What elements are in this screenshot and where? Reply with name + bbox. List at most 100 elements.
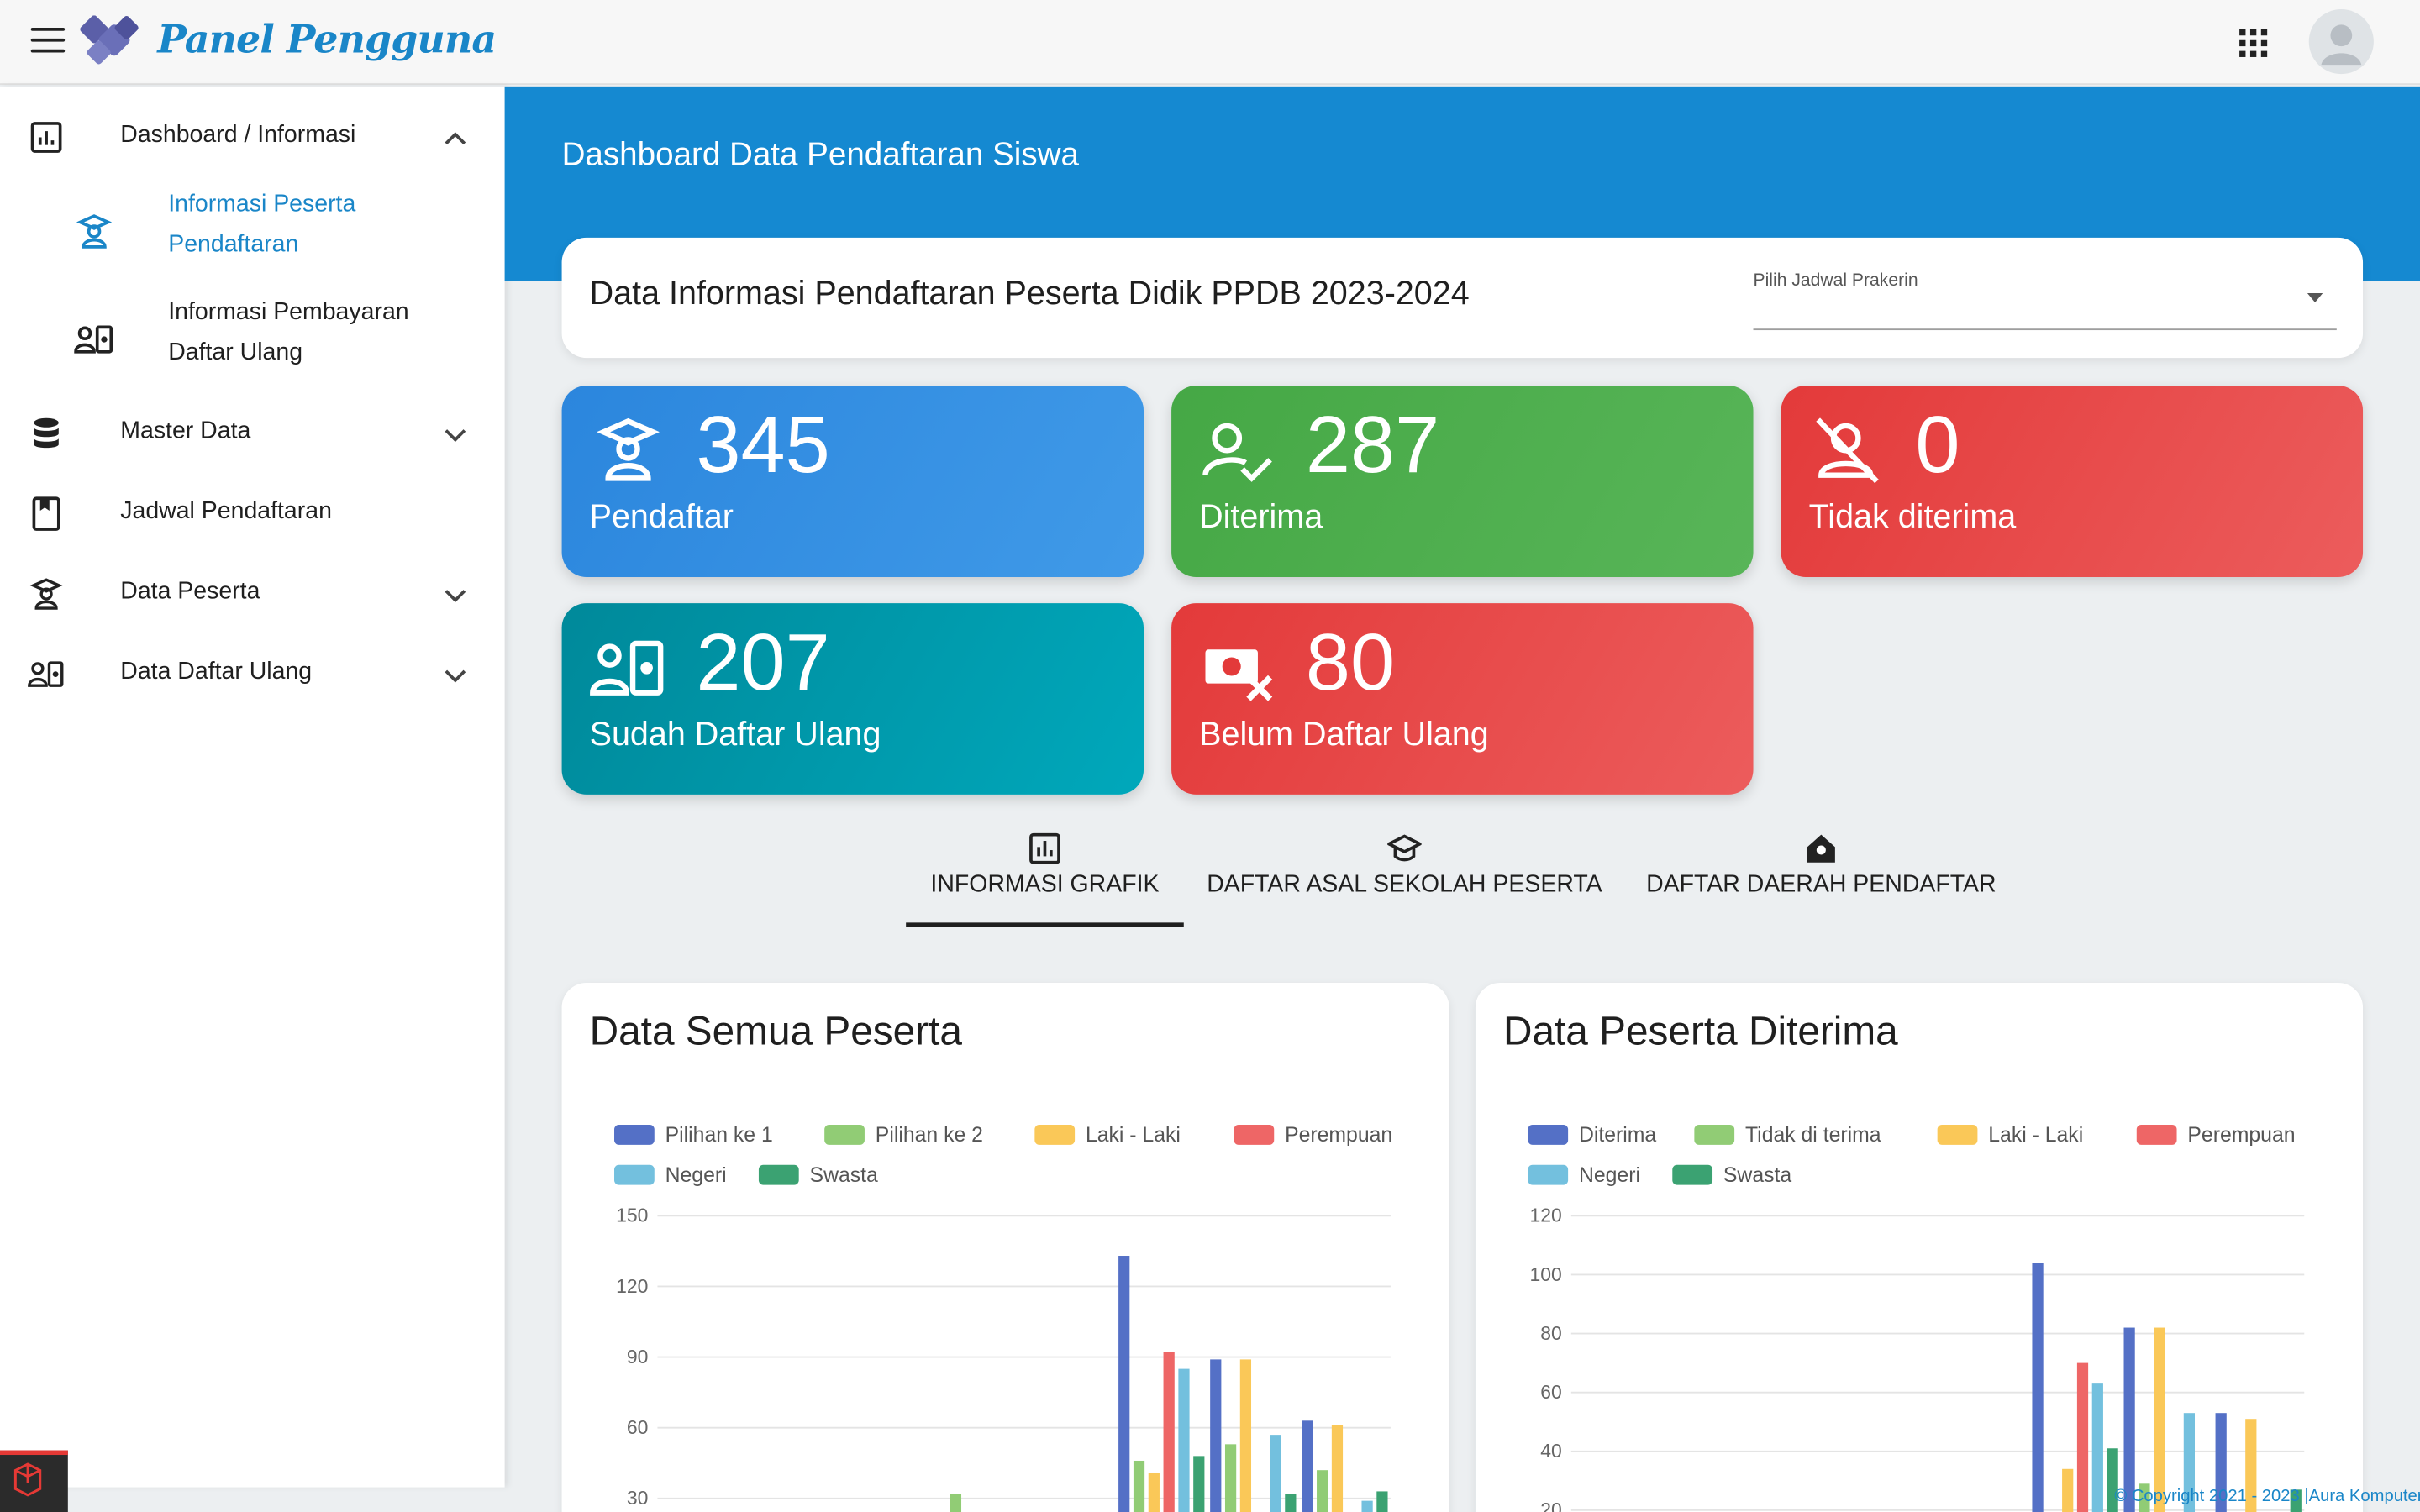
- tab-informasi-grafik[interactable]: INFORMASI GRAFIK: [906, 828, 1184, 927]
- app-logo-icon: [80, 15, 139, 65]
- legend-label[interactable]: Laki - Laki: [1086, 1124, 1181, 1147]
- tab-daftar-daerah[interactable]: DAFTAR DAERAH PENDAFTAR: [1642, 828, 2000, 927]
- chevron-down-icon: [445, 669, 466, 683]
- legend-label[interactable]: Diterima: [1579, 1124, 1656, 1147]
- bar[interactable]: [1224, 1444, 1237, 1512]
- info-title: Data Informasi Pendaftaran Peserta Didik…: [589, 274, 1470, 312]
- legend-swatch[interactable]: [1672, 1164, 1713, 1185]
- bar[interactable]: [2183, 1413, 2195, 1512]
- bar[interactable]: [1270, 1435, 1281, 1512]
- sidebar-item-jadwal[interactable]: Jadwal Pendaftaran: [0, 480, 505, 548]
- legend-label[interactable]: Swasta: [1723, 1164, 1791, 1187]
- bar[interactable]: [1193, 1456, 1205, 1512]
- sidebar-item-master-data[interactable]: Master Data: [0, 400, 505, 468]
- apps-grid-icon[interactable]: [2239, 29, 2268, 57]
- bar[interactable]: [2107, 1448, 2118, 1512]
- y-tick-label: 120: [616, 1275, 648, 1297]
- bar[interactable]: [2290, 1489, 2302, 1512]
- y-tick-label: 150: [616, 1205, 648, 1226]
- legend-label[interactable]: Negeri: [666, 1164, 727, 1187]
- schedule-select[interactable]: [1753, 328, 2337, 331]
- page-title: Dashboard Data Pendaftaran Siswa: [561, 137, 1079, 173]
- bar[interactable]: [1133, 1460, 1145, 1512]
- bar[interactable]: [1331, 1425, 1344, 1512]
- stat-card-pendaftar: 345 Pendaftar: [561, 386, 1144, 577]
- bar[interactable]: [2091, 1383, 2103, 1512]
- legend-label[interactable]: Tidak di terima: [1745, 1124, 1881, 1147]
- sidebar-item-data-daftar-ulang[interactable]: Data Daftar Ulang: [0, 640, 505, 708]
- graduate-icon: [76, 214, 113, 249]
- bar[interactable]: [1239, 1359, 1252, 1512]
- legend-swatch[interactable]: [1528, 1124, 1569, 1145]
- legend-swatch[interactable]: [1234, 1124, 1275, 1145]
- payment-user-icon: [74, 325, 113, 354]
- legend-label[interactable]: Perempuan: [2187, 1124, 2295, 1147]
- legend-label[interactable]: Pilihan ke 1: [666, 1124, 773, 1147]
- bar[interactable]: [2076, 1362, 2089, 1512]
- copyright-text: © Copyright 2021 - 2023 |Aura Komputer: [2114, 1487, 2420, 1506]
- bar[interactable]: [950, 1494, 962, 1512]
- y-tick-label: 30: [627, 1487, 649, 1509]
- bar[interactable]: [2245, 1419, 2257, 1512]
- avatar[interactable]: [2308, 9, 2374, 75]
- sidebar-item-data-peserta[interactable]: Data Peserta: [0, 560, 505, 628]
- legend-swatch[interactable]: [758, 1164, 799, 1185]
- bar[interactable]: [1317, 1470, 1328, 1512]
- legend-swatch[interactable]: [1694, 1124, 1735, 1145]
- sidebar-item-informasi-pembayaran[interactable]: Informasi Pembayaran Daftar Ulang: [0, 293, 505, 389]
- chart-peserta-diterima: Diterima Tidak di terima Laki - Laki Peremp…: [1528, 1124, 2305, 1512]
- stat-value: 345: [696, 401, 830, 491]
- legend-label[interactable]: Pilihan ke 2: [876, 1124, 983, 1147]
- legend-swatch[interactable]: [1528, 1164, 1569, 1185]
- legend-swatch[interactable]: [614, 1164, 655, 1185]
- y-tick-label: 90: [627, 1346, 649, 1368]
- caret-down-icon[interactable]: [2307, 292, 2323, 303]
- sidebar-item-label: Dashboard / Informasi: [120, 122, 356, 149]
- legend-label[interactable]: Laki - Laki: [1988, 1124, 2083, 1147]
- laravel-debug-icon[interactable]: [0, 1450, 68, 1512]
- stat-value: 287: [1305, 401, 1440, 491]
- top-app-bar: Panel Pengguna: [0, 0, 2420, 86]
- chevron-up-icon: [445, 132, 466, 145]
- info-card: Data Informasi Pendaftaran Peserta Didik…: [561, 237, 2364, 359]
- chart-title: Data Semua Peserta: [589, 1007, 962, 1054]
- stat-card-diterima: 287 Diterima: [1171, 386, 1754, 577]
- bar[interactable]: [1376, 1491, 1388, 1512]
- database-icon: [34, 417, 59, 449]
- bar[interactable]: [1178, 1368, 1190, 1512]
- y-tick-label: 40: [1540, 1440, 1562, 1462]
- bar[interactable]: [1163, 1352, 1175, 1512]
- bar[interactable]: [2139, 1483, 2150, 1512]
- sidebar-item-informasi-peserta[interactable]: Informasi Peserta Pendaftaran: [0, 185, 505, 281]
- tab-daftar-asal-sekolah[interactable]: DAFTAR ASAL SEKOLAH PESERTA: [1204, 828, 1606, 927]
- legend-swatch[interactable]: [824, 1124, 865, 1145]
- bar[interactable]: [2154, 1327, 2165, 1512]
- bar[interactable]: [1148, 1472, 1160, 1512]
- bar[interactable]: [1210, 1359, 1222, 1512]
- bar[interactable]: [1118, 1256, 1130, 1512]
- stat-label: Belum Daftar Ulang: [1199, 716, 1489, 753]
- legend-label[interactable]: Swasta: [810, 1164, 878, 1187]
- bar[interactable]: [1302, 1420, 1313, 1512]
- legend-swatch[interactable]: [1034, 1124, 1076, 1145]
- stat-label: Diterima: [1199, 498, 1323, 536]
- graduate-icon: [597, 417, 660, 481]
- bar[interactable]: [1361, 1500, 1373, 1512]
- sidebar-item-dashboard[interactable]: Dashboard / Informasi: [0, 103, 505, 171]
- school-icon: [1387, 834, 1422, 862]
- stat-value: 0: [1915, 401, 1960, 491]
- menu-icon[interactable]: [30, 28, 66, 55]
- legend-swatch[interactable]: [2136, 1124, 2177, 1145]
- legend-swatch[interactable]: [1937, 1124, 1978, 1145]
- user-off-icon: [1816, 417, 1879, 484]
- chart-semua-peserta: Pilihan ke 1 Pilihan ke 2 Laki - Laki Perem…: [614, 1124, 1392, 1512]
- bar[interactable]: [2032, 1263, 2044, 1512]
- bar[interactable]: [2123, 1327, 2135, 1512]
- legend-label[interactable]: Negeri: [1579, 1164, 1640, 1187]
- legend-swatch[interactable]: [614, 1124, 655, 1145]
- bar[interactable]: [2062, 1468, 2074, 1512]
- money-off-icon: [1205, 649, 1273, 701]
- bar[interactable]: [2215, 1413, 2227, 1512]
- bar[interactable]: [1285, 1494, 1297, 1512]
- legend-label[interactable]: Perempuan: [1285, 1124, 1392, 1147]
